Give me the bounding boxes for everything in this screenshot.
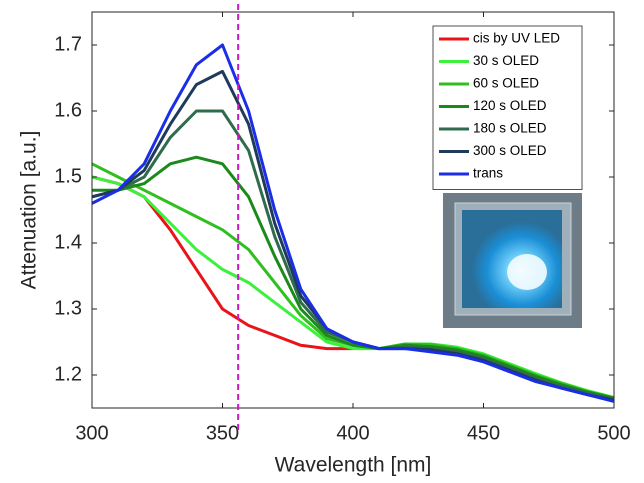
legend-label: trans	[473, 166, 503, 181]
x-axis-label: Wavelength [nm]	[275, 454, 432, 477]
x-tick-label: 450	[467, 422, 500, 444]
y-tick-label: 1.7	[54, 33, 82, 55]
y-tick-label: 1.4	[54, 231, 82, 253]
legend-label: 300 s OLED	[473, 143, 547, 158]
y-tick-label: 1.5	[54, 165, 82, 187]
inset-photo	[443, 193, 582, 328]
legend-label: 120 s OLED	[473, 98, 547, 113]
x-tick-label: 400	[336, 422, 369, 444]
y-tick-label: 1.3	[54, 297, 82, 319]
x-tick-label: 350	[206, 422, 239, 444]
y-tick-label: 1.2	[54, 363, 82, 385]
y-tick-label: 1.6	[54, 99, 82, 121]
legend-label: cis by UV LED	[473, 31, 560, 46]
x-tick-label: 300	[75, 422, 108, 444]
legend-label: 30 s OLED	[473, 53, 539, 68]
legend-label: 60 s OLED	[473, 76, 539, 91]
x-tick-label: 500	[597, 422, 630, 444]
data-line	[92, 155, 615, 400]
y-axis-label: Attenuation [a.u.]	[18, 131, 41, 290]
legend-label: 180 s OLED	[473, 121, 547, 136]
plot	[91, 43, 615, 403]
data-line	[91, 43, 615, 403]
